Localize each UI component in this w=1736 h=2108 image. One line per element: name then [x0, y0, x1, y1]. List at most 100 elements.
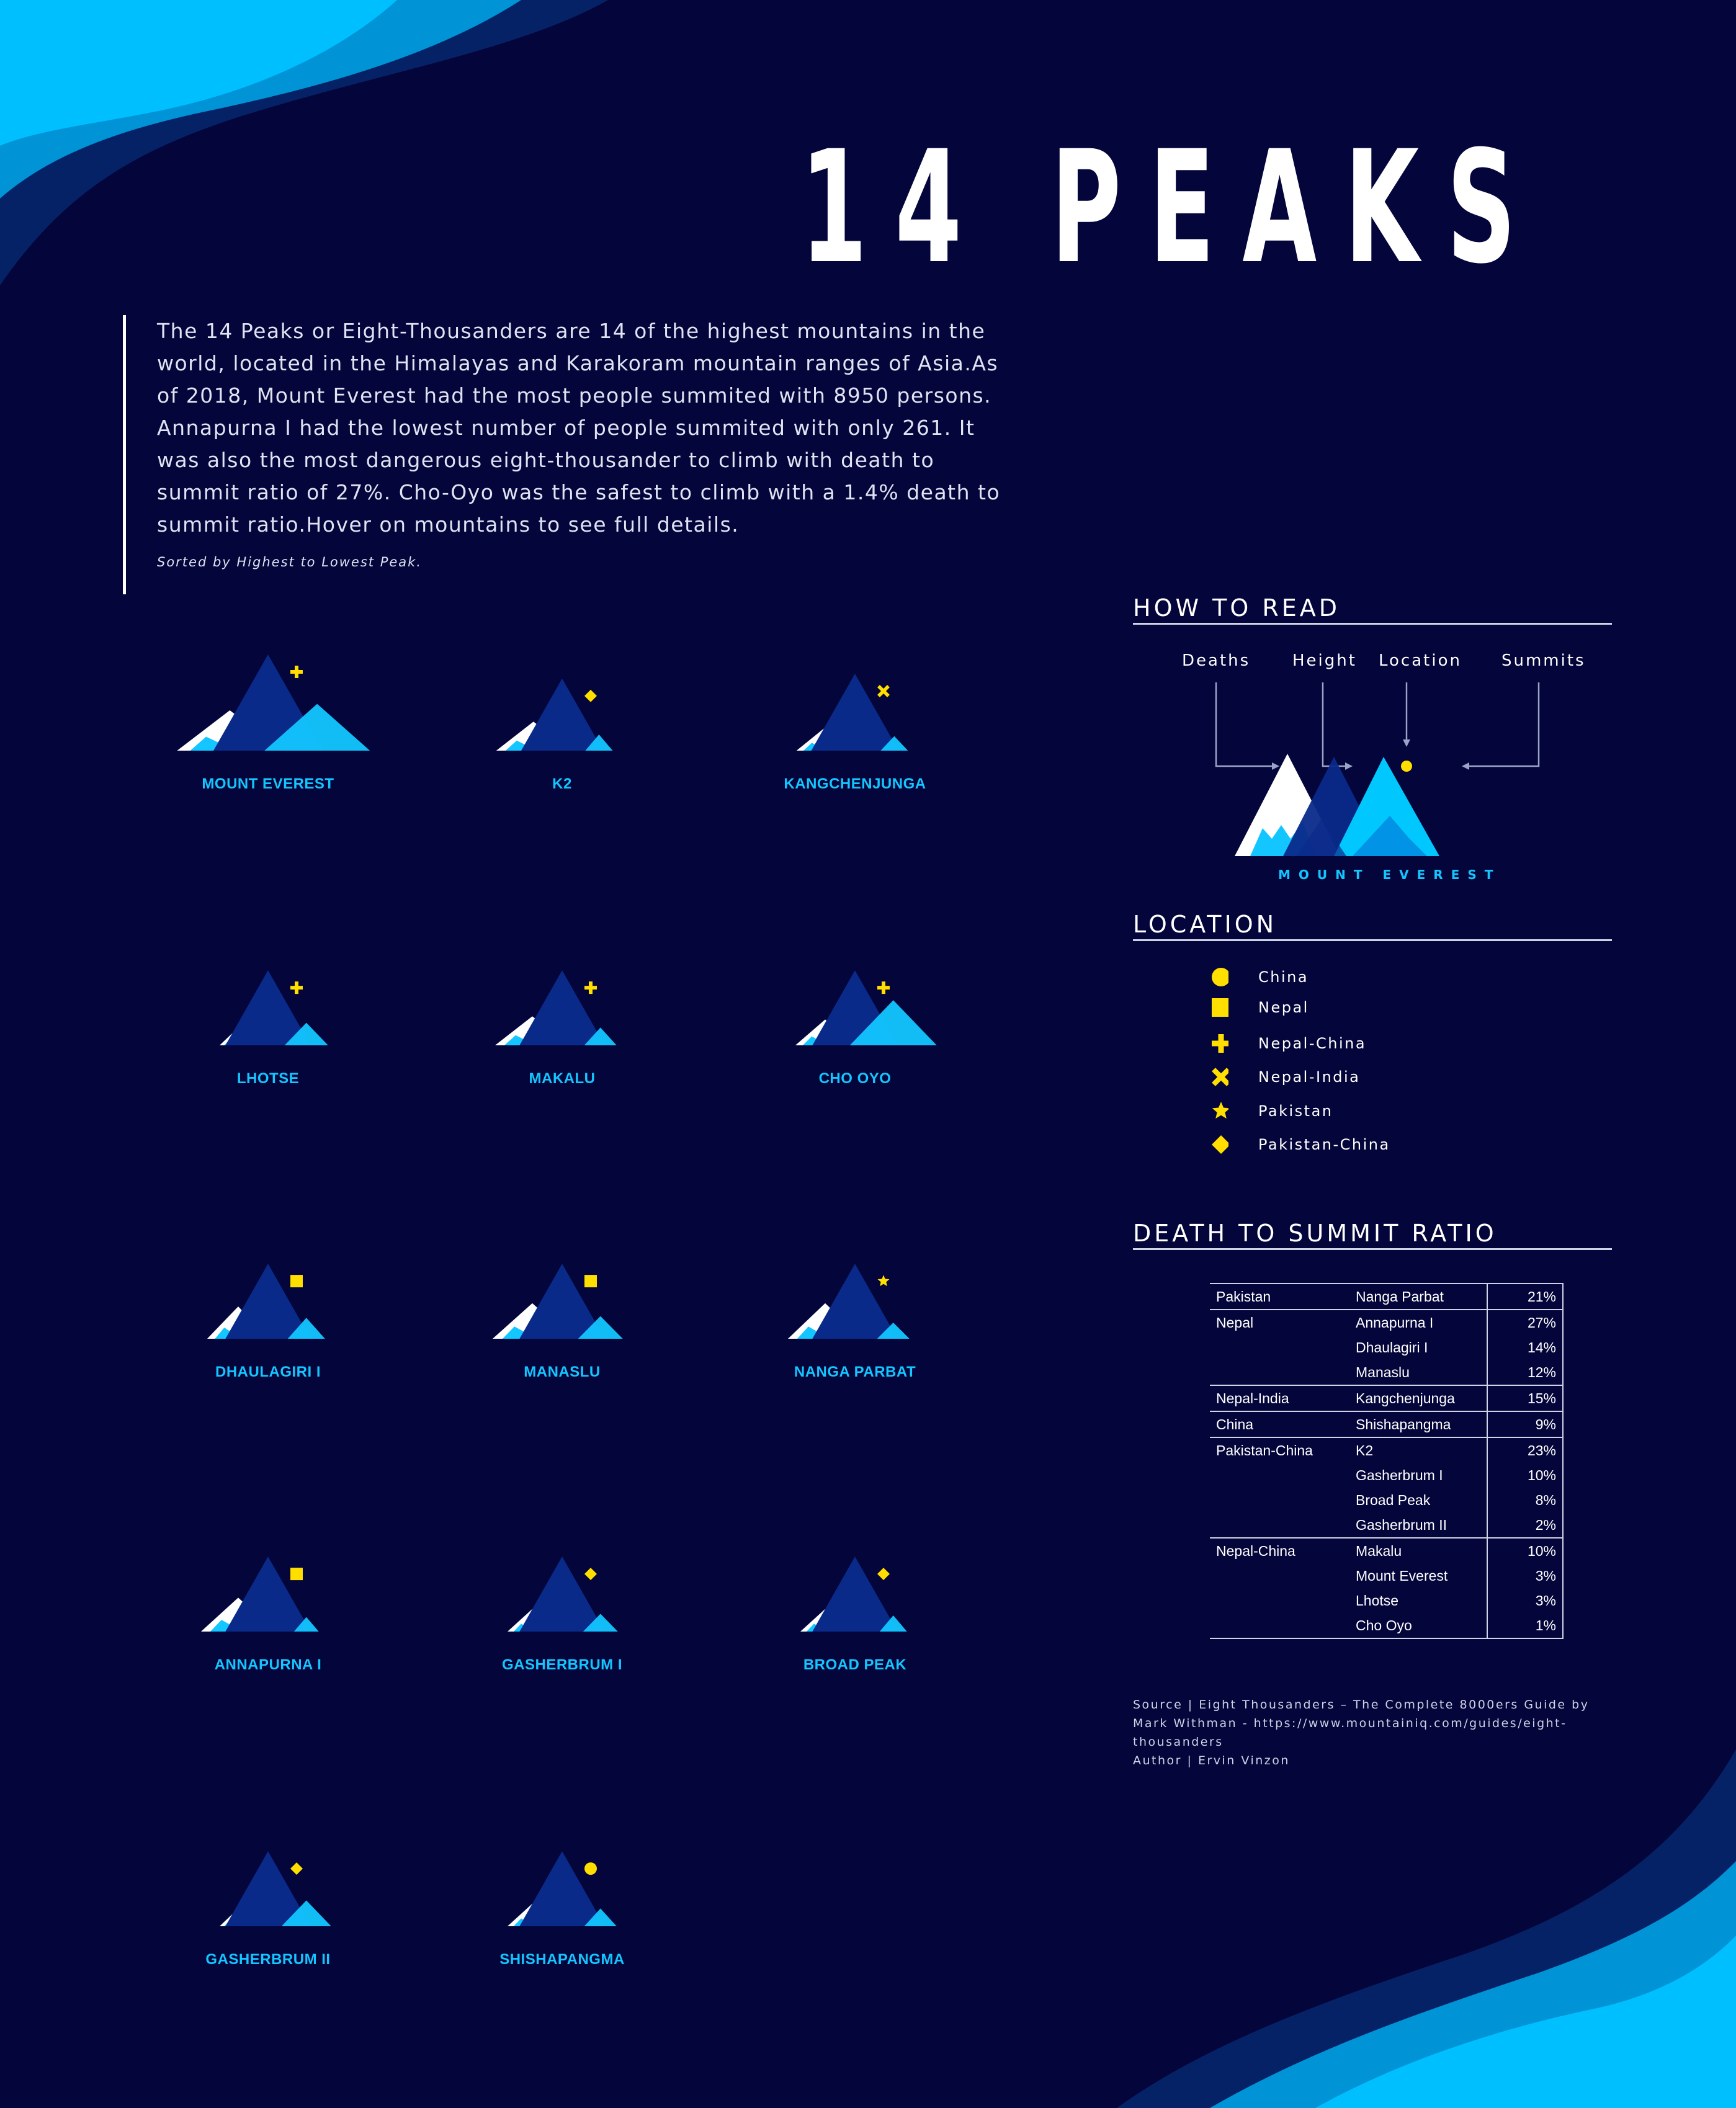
ratio-row: Manaslu 12%: [1210, 1360, 1564, 1385]
peak-label: SHISHAPANGMA: [499, 1951, 625, 1968]
ratio-row: Gasherbrum I 10%: [1210, 1463, 1564, 1488]
source-credits: Source | Eight Thousanders – The Complet…: [1133, 1695, 1629, 1770]
height-mountain: [225, 1851, 311, 1926]
height-mountain: [521, 678, 603, 751]
peak-label: DHAULAGIRI I: [215, 1364, 321, 1380]
ratio-peak: Lhotse: [1356, 1592, 1399, 1609]
ratio-location: Pakistan: [1210, 1283, 1349, 1310]
ratio-row: Nepal-China Makalu 10%: [1210, 1537, 1564, 1563]
ratio-percent: 15%: [1487, 1385, 1564, 1411]
height-mountain: [812, 1264, 898, 1339]
peak-gasherbrum-ii[interactable]: GASHERBRUM II: [144, 1821, 392, 1982]
ratio-percent: 10%: [1487, 1537, 1564, 1563]
ratio-location: Nepal-India: [1210, 1385, 1349, 1411]
ratio-location: [1210, 1360, 1349, 1385]
ratio-location: [1210, 1563, 1349, 1588]
peak-manaslu[interactable]: MANASLU: [438, 1233, 686, 1395]
diamond-icon: [1212, 1135, 1228, 1154]
square-icon: [1212, 998, 1228, 1017]
how-to-read-diagram: [1215, 682, 1540, 856]
ratio-peak: Gasherbrum II: [1356, 1516, 1447, 1533]
ratio-peak: Mount Everest: [1356, 1567, 1448, 1584]
ratio-location: Nepal-China: [1210, 1537, 1349, 1563]
ratio-location: [1210, 1335, 1349, 1360]
ratio-location: [1210, 1588, 1349, 1613]
peak-label: MAKALU: [529, 1070, 596, 1087]
cross-icon: [877, 685, 890, 697]
how-to-read-height-label: Height: [1292, 651, 1357, 670]
plus-icon: [1212, 1034, 1228, 1053]
peak-label: GASHERBRUM I: [501, 1656, 622, 1673]
peak-shishapangma[interactable]: SHISHAPANGMA: [438, 1821, 686, 1982]
ratio-peak: Dhaulagiri I: [1356, 1339, 1428, 1355]
height-mountain: [225, 1556, 311, 1632]
peak-lhotse[interactable]: LHOTSE: [144, 940, 392, 1101]
peak-kangchenjunga[interactable]: KANGCHENJUNGA: [731, 645, 979, 806]
square-icon: [290, 1568, 303, 1581]
summits-mountain: [284, 1022, 328, 1045]
summits-mountain: [849, 1000, 937, 1045]
ratio-location: Pakistan-China: [1210, 1437, 1349, 1463]
diamond-icon: [290, 1862, 303, 1875]
ratio-location: [1210, 1463, 1349, 1488]
ratio-percent: 21%: [1487, 1283, 1564, 1310]
circle-icon: [584, 1862, 597, 1875]
height-mountain: [519, 970, 605, 1045]
peak-gasherbrum-i[interactable]: GASHERBRUM I: [438, 1526, 686, 1687]
summits-mountain: [281, 1900, 331, 1926]
height-mountain: [519, 1556, 605, 1632]
diamond-icon: [877, 1568, 890, 1581]
star-icon: [877, 1275, 890, 1287]
ratio-peak: Nanga Parbat: [1349, 1283, 1487, 1310]
peak-mount-everest[interactable]: MOUNT EVEREST: [144, 645, 392, 806]
circle-icon: [1212, 968, 1228, 986]
legend-label: Nepal-India: [1258, 1068, 1361, 1086]
ratio-percent: 1%: [1487, 1613, 1564, 1639]
peak-k2[interactable]: K2: [438, 645, 686, 806]
how-to-read-deaths-label: Deaths: [1182, 651, 1251, 670]
ratio-percent: 8%: [1487, 1488, 1564, 1512]
ratio-percent: 23%: [1487, 1437, 1564, 1463]
summits-mountain: [585, 735, 613, 751]
diamond-icon: [584, 689, 597, 702]
summits-mountain: [877, 1323, 910, 1339]
how-to-read-title: HOW TO READ: [1133, 594, 1612, 625]
summits-mountain: [879, 1615, 907, 1632]
peak-label: LHOTSE: [236, 1070, 300, 1087]
bottom-right-wave-decoration: [1117, 1749, 1736, 2108]
peak-label: GASHERBRUM II: [205, 1951, 331, 1968]
peak-label: MOUNT EVEREST: [202, 775, 334, 792]
sort-note: Sorted by Highest to Lowest Peak.: [157, 555, 422, 569]
peak-label: CHO OYO: [818, 1070, 892, 1087]
ratio-percent: 14%: [1487, 1335, 1564, 1360]
ratio-row: Broad Peak 8%: [1210, 1488, 1564, 1512]
legend-label: Nepal: [1258, 999, 1309, 1016]
how-to-read-example-name: MOUNT EVEREST: [1278, 867, 1501, 882]
how-to-read-summits-label: Summits: [1501, 651, 1586, 670]
death-ratio-title: DEATH TO SUMMIT RATIO: [1133, 1220, 1612, 1250]
peak-nanga-parbat[interactable]: NANGA PARBAT: [731, 1233, 979, 1395]
summits-mountain: [880, 736, 908, 751]
peak-dhaulagiri-i[interactable]: DHAULAGIRI I: [144, 1233, 392, 1395]
plus-icon: [877, 981, 890, 994]
height-mountain: [225, 970, 311, 1045]
ratio-location: [1210, 1488, 1349, 1512]
peak-annapurna-i[interactable]: ANNAPURNA I: [144, 1526, 392, 1687]
ratio-percent: 3%: [1487, 1563, 1564, 1588]
peak-makalu[interactable]: MAKALU: [438, 940, 686, 1101]
summits-mountain: [578, 1316, 623, 1339]
height-mountain: [519, 1851, 605, 1926]
peak-label: ANNAPURNA I: [214, 1656, 322, 1673]
peak-label: KANGCHENJUNGA: [784, 775, 926, 792]
diamond-icon: [584, 1568, 597, 1581]
peak-cho-oyo[interactable]: CHO OYO: [731, 940, 979, 1101]
height-mountain: [811, 674, 899, 751]
peak-broad-peak[interactable]: BROAD PEAK: [731, 1526, 979, 1687]
legend-label: China: [1258, 968, 1309, 986]
square-icon: [290, 1275, 303, 1288]
star-icon: [1212, 1102, 1228, 1119]
peak-label: NANGA PARBAT: [794, 1364, 916, 1380]
ratio-peak: Makalu: [1349, 1537, 1487, 1563]
